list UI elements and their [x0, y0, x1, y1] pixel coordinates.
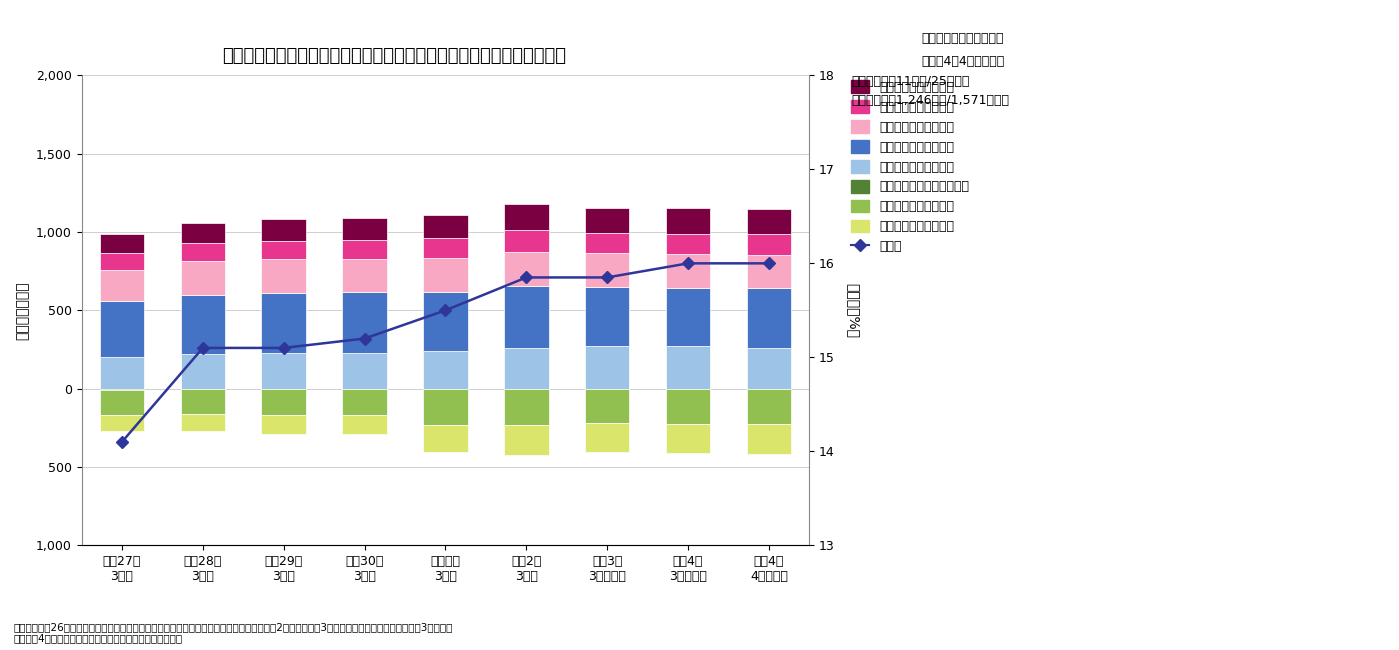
Bar	[99, 415, 144, 431]
Bar	[343, 259, 386, 292]
Bar	[262, 352, 306, 389]
Bar	[180, 261, 225, 294]
Bar	[343, 415, 386, 434]
Bar	[504, 424, 548, 455]
Bar	[747, 389, 790, 424]
Bar	[180, 389, 225, 413]
Bar	[99, 390, 144, 415]
Bar	[504, 204, 548, 231]
Bar	[262, 259, 306, 293]
Bar	[504, 286, 548, 348]
Bar	[747, 348, 790, 389]
Bar	[504, 252, 548, 286]
Bar	[180, 413, 225, 431]
Bar	[504, 348, 548, 389]
Bar	[343, 389, 386, 415]
Bar	[666, 233, 711, 254]
Bar	[262, 415, 306, 434]
Bar	[99, 389, 144, 390]
Bar	[585, 253, 630, 287]
Bar	[666, 389, 711, 424]
Bar	[585, 208, 630, 233]
Bar	[99, 301, 144, 358]
Bar	[422, 258, 467, 292]
Bar	[747, 209, 790, 233]
Bar	[262, 293, 306, 352]
Bar	[422, 237, 467, 258]
Bar	[666, 287, 711, 346]
Bar	[585, 389, 630, 423]
Bar	[666, 208, 711, 233]
Bar	[585, 287, 630, 346]
Legend: 認定者数（要介護５）, 認定者数（要介護４）, 認定者数（要介護３）, 認定者数（要介護２）, 認定者数（要介護１）, 認定者数（経過的要介護）, 認定者数（要: 認定者数（要介護５）, 認定者数（要介護４）, 認定者数（要介護３）, 認定者数…	[846, 75, 975, 258]
Text: 栃木県内　　11番目/25保険者: 栃木県内 11番目/25保険者	[851, 75, 970, 88]
Bar	[180, 222, 225, 243]
Bar	[747, 233, 790, 255]
Bar	[504, 231, 548, 252]
Bar	[585, 233, 630, 253]
Text: （出典）平成26年度から令和元年度：厚生労働省「介護保険事業状況報告（年報）」、令和2年度から令和3年度：「介護保険事業状況報告（3月月報）
」、令和4年度：直: （出典）平成26年度から令和元年度：厚生労働省「介護保険事業状況報告（年報）」、…	[14, 622, 453, 644]
Bar	[666, 346, 711, 389]
Bar	[262, 241, 306, 259]
Bar	[422, 214, 467, 237]
Bar	[585, 346, 630, 389]
Bar	[343, 352, 386, 389]
Bar	[422, 389, 467, 424]
Bar	[422, 292, 467, 351]
Bar	[99, 235, 144, 253]
Bar	[747, 424, 790, 454]
Bar	[747, 289, 790, 348]
Bar	[180, 354, 225, 389]
Bar	[343, 240, 386, 259]
Bar	[99, 270, 144, 301]
Text: （令和4年4月末時点）: （令和4年4月末時点）	[921, 55, 1004, 68]
Bar	[343, 292, 386, 352]
Text: さくら市の認定率の降順: さくら市の認定率の降順	[921, 32, 1003, 46]
Bar	[99, 358, 144, 389]
Bar	[343, 218, 386, 240]
Bar	[504, 389, 548, 424]
Bar	[666, 254, 711, 287]
Bar	[422, 351, 467, 389]
Bar	[747, 255, 790, 289]
Bar	[422, 424, 467, 452]
Y-axis label: 認定率（%）: 認定率（%）	[846, 283, 860, 338]
Bar	[585, 423, 630, 452]
Y-axis label: 認定者数（人）: 認定者数（人）	[15, 281, 29, 340]
Bar	[666, 424, 711, 453]
Bar	[262, 389, 306, 415]
Text: 全国　　　　1,246番目/1,571保険者: 全国 1,246番目/1,571保険者	[851, 94, 1009, 107]
Title: さくら市の要介護（要支援）認定者数、要介護（要支援）認定率の推移: さくら市の要介護（要支援）認定者数、要介護（要支援）認定率の推移	[222, 47, 567, 66]
Bar	[180, 294, 225, 354]
Bar	[99, 253, 144, 270]
Bar	[262, 220, 306, 241]
Bar	[180, 243, 225, 261]
